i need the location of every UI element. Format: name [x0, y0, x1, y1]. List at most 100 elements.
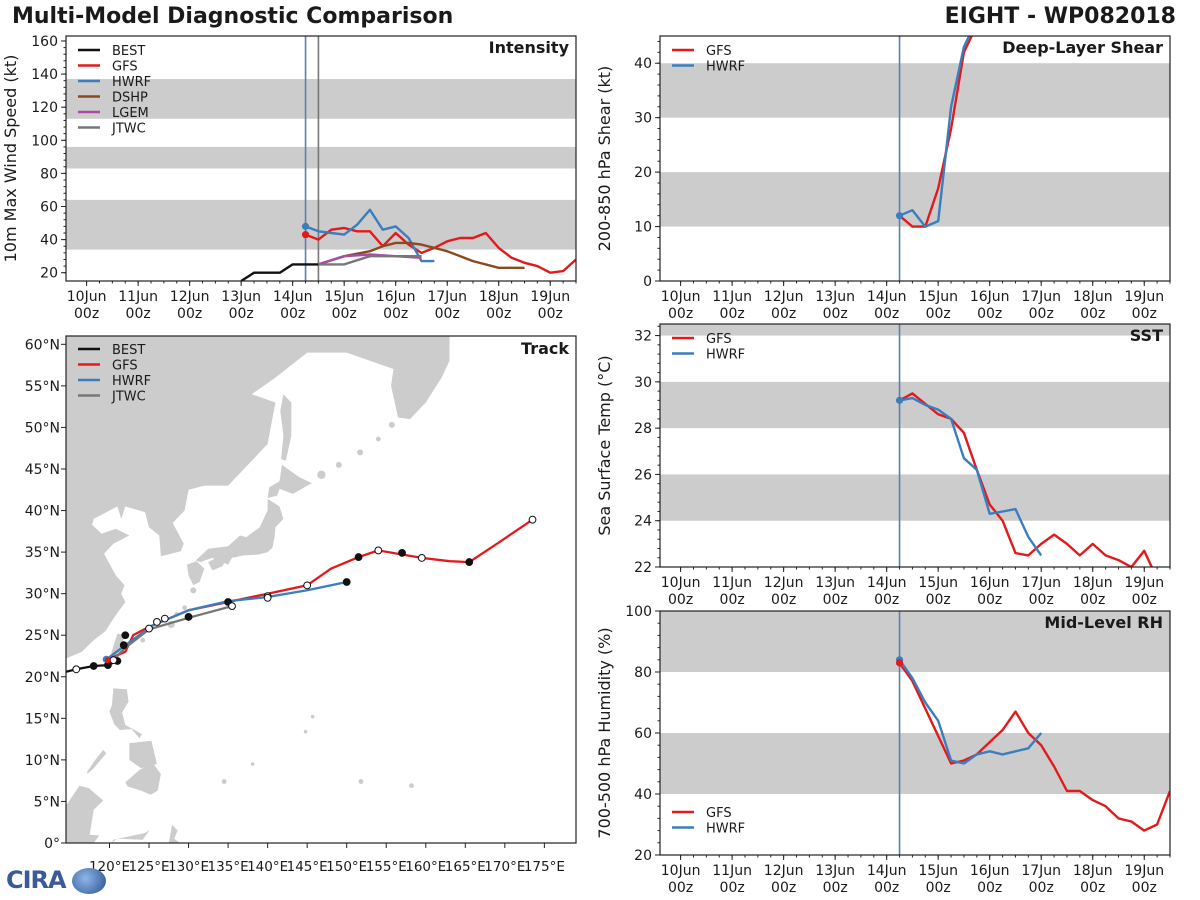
island — [190, 587, 197, 594]
rh-xtick-hour: 00z — [1132, 880, 1157, 896]
intensity-xtick-day: 18Jun — [479, 289, 519, 305]
sst-series-gfs — [898, 392, 1154, 567]
island — [388, 421, 395, 428]
rh-xtick-day: 18Jun — [1073, 863, 1113, 879]
shear-xtick-hour: 00z — [668, 306, 693, 322]
rh-legend-label-gfs: GFS — [706, 806, 732, 821]
track-ytick-label: 40°N — [25, 504, 60, 520]
sakhalin-landmass — [280, 394, 292, 461]
rh-xtick-day: 11Jun — [712, 863, 752, 879]
rh-band — [660, 733, 1170, 794]
track-xtick-label: 170°E — [484, 859, 525, 875]
shikoku-landmass — [208, 557, 226, 571]
track-xtick-label: 125°E — [128, 859, 169, 875]
intensity-xtick-day: 19Jun — [530, 289, 570, 305]
kamchatka-landmass — [386, 336, 450, 420]
shear-plot-area — [660, 36, 1170, 281]
intensity-xtick-day: 12Jun — [170, 289, 210, 305]
track-point-hwrf — [153, 618, 161, 626]
island — [375, 436, 381, 442]
shear-title: Deep-Layer Shear — [1002, 38, 1163, 57]
island — [221, 779, 227, 784]
rh-ytick-label: 80 — [634, 665, 652, 681]
shear-xtick-hour: 00z — [823, 306, 848, 322]
shear-xtick-hour: 00z — [1080, 306, 1105, 322]
intensity-xtick-day: 15Jun — [324, 289, 364, 305]
rh-xtick-day: 17Jun — [1021, 863, 1061, 879]
rh-xtick-hour: 00z — [926, 880, 951, 896]
rh-ytick-label: 20 — [634, 848, 652, 864]
sst-xtick-day: 13Jun — [815, 575, 855, 591]
sst-plot-area — [660, 324, 1170, 567]
shear-band — [660, 63, 1170, 118]
sst-xtick-day: 16Jun — [970, 575, 1010, 591]
track-point-hwrf — [184, 613, 193, 621]
track-map-area — [66, 336, 576, 850]
intensity-ytick-label: 80 — [40, 166, 58, 182]
track-ytick-label: 0° — [44, 836, 60, 852]
intensity-series-best — [240, 263, 319, 281]
shear-xtick-hour: 00z — [1029, 306, 1054, 322]
rh-xtick-hour: 00z — [720, 880, 745, 896]
page-title: Multi-Model Diagnostic Comparison — [12, 4, 454, 29]
sst-xtick-hour: 00z — [771, 592, 796, 608]
track-ytick-label: 55°N — [25, 379, 60, 395]
mindanao-landmass — [125, 763, 161, 795]
rh-xtick-hour: 00z — [823, 880, 848, 896]
shear-ylabel: 200-850 hPa Shear (kt) — [595, 66, 614, 252]
track-point-jtwc — [109, 656, 118, 665]
intensity-init-point-gfs — [301, 231, 310, 239]
track-xtick-label: 165°E — [445, 859, 486, 875]
intensity-xtick-hour: 00z — [383, 306, 408, 322]
shear-ytick-label: 0 — [643, 274, 652, 290]
track-xtick-label: 160°E — [405, 859, 446, 875]
track-point-hwrf — [119, 641, 128, 650]
intensity-xtick-hour: 00z — [177, 306, 202, 322]
rh-title: Mid-Level RH — [1044, 613, 1163, 632]
intensity-ytick-label: 160 — [31, 34, 58, 50]
rh-xtick-hour: 00z — [874, 880, 899, 896]
rh-xtick-hour: 00z — [1029, 880, 1054, 896]
track-point-gfs — [417, 554, 426, 562]
track-legend-label-jtwc: JTWC — [111, 390, 146, 405]
rh-xtick-hour: 00z — [977, 880, 1002, 896]
intensity-legend-label-jtwc: JTWC — [111, 122, 146, 137]
shear-xtick-day: 17Jun — [1021, 289, 1061, 305]
island — [335, 461, 342, 468]
intensity-band — [66, 199, 576, 250]
sst-xtick-day: 15Jun — [918, 575, 958, 591]
track-point-best — [89, 662, 98, 670]
shear-legend-label-gfs: GFS — [706, 44, 732, 59]
track-point-gfs — [398, 549, 406, 557]
rh-xtick-day: 16Jun — [970, 863, 1010, 879]
sst-ytick-label: 22 — [634, 560, 652, 576]
track-ytick-label: 30°N — [25, 587, 60, 603]
track-ytick-label: 35°N — [25, 545, 60, 561]
honshu-landmass — [195, 498, 284, 565]
borneo-landmass — [66, 785, 104, 843]
storm-id-title: EIGHT - WP082018 — [944, 4, 1176, 29]
track-point-jtwc — [228, 602, 236, 611]
new-guinea-landmass — [195, 843, 220, 850]
rh-plot-area — [660, 611, 1170, 855]
intensity-ytick-label: 60 — [40, 200, 58, 216]
sst-band — [660, 324, 1170, 336]
shear-xtick-day: 18Jun — [1073, 289, 1113, 305]
sst-xtick-hour: 00z — [926, 592, 951, 608]
sst-ytick-label: 24 — [634, 514, 652, 530]
rh-init-point-gfs — [895, 659, 904, 667]
shear-xtick-day: 19Jun — [1124, 289, 1164, 305]
island — [140, 637, 146, 643]
shear-xtick-day: 14Jun — [867, 289, 907, 305]
intensity-title: Intensity — [489, 38, 570, 57]
sulawesi-landmass — [107, 829, 150, 843]
shear-band — [660, 172, 1170, 227]
track-legend-label-hwrf: HWRF — [112, 374, 151, 389]
track-point-best — [72, 665, 81, 674]
shear-xtick-hour: 00z — [874, 306, 899, 322]
sst-ytick-label: 26 — [634, 467, 652, 483]
shear-ytick-label: 20 — [634, 165, 652, 181]
rh-xtick-day: 10Jun — [661, 863, 701, 879]
shear-series-hwrf — [899, 36, 971, 228]
sst-init-point-hwrf — [895, 396, 904, 404]
